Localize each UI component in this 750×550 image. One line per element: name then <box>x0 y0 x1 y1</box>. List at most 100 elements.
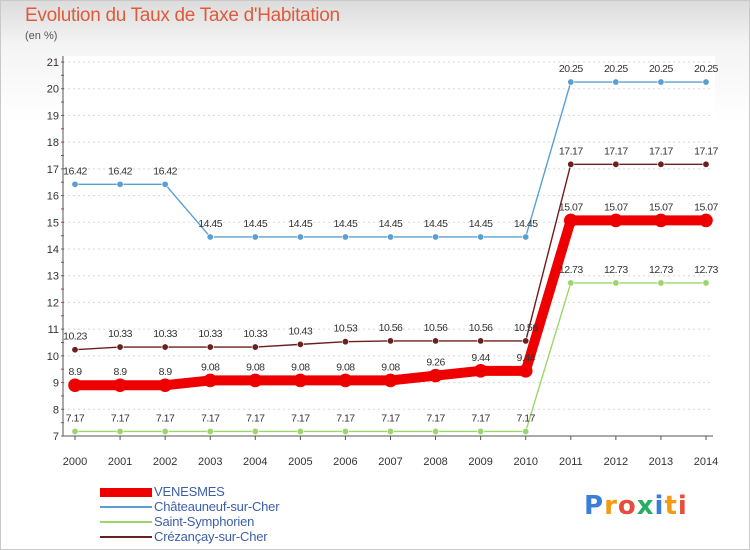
data-point <box>609 213 623 228</box>
data-label: 7.17 <box>426 412 445 424</box>
data-label: 8.9 <box>114 366 128 378</box>
data-label: 10.33 <box>153 328 177 340</box>
data-label: 14.45 <box>469 218 493 230</box>
data-point <box>432 233 440 241</box>
data-label: 10.33 <box>108 328 132 340</box>
data-label: 15.07 <box>559 201 583 213</box>
data-point <box>657 160 665 168</box>
data-point <box>657 279 665 287</box>
data-point <box>702 78 710 86</box>
legend-label: Crézançay-sur-Cher <box>154 529 268 544</box>
legend-item: Saint-Symphorien <box>100 514 420 529</box>
data-point <box>341 338 349 346</box>
data-point <box>386 233 394 241</box>
data-label: 12.73 <box>649 264 673 276</box>
unit-label: (en %) <box>25 30 58 42</box>
legend-swatch <box>100 521 152 523</box>
data-label: 8.9 <box>68 366 82 378</box>
data-point <box>702 279 710 287</box>
legend-item: VENESMES <box>100 484 420 499</box>
data-label: 10.56 <box>514 322 538 334</box>
data-label: 12.73 <box>604 264 628 276</box>
data-point <box>161 180 169 188</box>
x-tick-label: 2004 <box>243 456 267 468</box>
data-label: 10.56 <box>424 322 448 334</box>
data-label: 17.17 <box>694 145 718 157</box>
data-point <box>699 213 713 228</box>
x-tick-label: 2014 <box>694 456 718 468</box>
data-label: 7.17 <box>111 412 130 424</box>
plot-area <box>63 56 715 436</box>
data-point <box>71 427 79 435</box>
data-point <box>654 213 668 228</box>
data-point <box>158 378 172 393</box>
data-label: 7.17 <box>201 412 220 424</box>
data-label: 9.26 <box>426 357 445 369</box>
data-label: 20.25 <box>604 63 628 75</box>
data-point <box>432 427 440 435</box>
y-tick-label: 15 <box>47 217 59 229</box>
data-label: 9.08 <box>201 361 220 373</box>
data-label: 9.08 <box>246 361 265 373</box>
logo-letter: i <box>654 491 665 521</box>
data-label: 15.07 <box>604 201 628 213</box>
x-tick-label: 2006 <box>333 456 357 468</box>
y-tick-label: 8 <box>53 404 59 416</box>
data-label: 7.17 <box>156 412 175 424</box>
logo-letter: t <box>664 491 678 521</box>
data-point <box>206 233 214 241</box>
y-tick-label: 17 <box>47 164 59 176</box>
legend-item: Crézançay-sur-Cher <box>100 529 420 544</box>
data-point <box>477 233 485 241</box>
legend-swatch <box>100 506 152 508</box>
legend-swatch <box>100 488 152 497</box>
data-label: 12.73 <box>694 264 718 276</box>
data-label: 20.25 <box>649 63 673 75</box>
data-point <box>702 160 710 168</box>
x-tick-label: 2005 <box>288 456 312 468</box>
y-tick-label: 9 <box>53 378 59 390</box>
data-label: 9.08 <box>336 361 355 373</box>
data-point <box>113 378 127 393</box>
data-point <box>567 279 575 287</box>
data-point <box>71 180 79 188</box>
data-label: 7.17 <box>291 412 310 424</box>
legend-label: Châteauneuf-sur-Cher <box>154 499 280 514</box>
data-label: 14.45 <box>198 218 222 230</box>
data-point <box>161 427 169 435</box>
data-label: 10.23 <box>63 331 87 343</box>
data-label: 7.17 <box>516 412 535 424</box>
data-point <box>251 427 259 435</box>
logo-letter: x <box>636 491 655 521</box>
y-tick-label: 21 <box>47 57 59 69</box>
data-label: 10.43 <box>288 325 312 337</box>
data-label: 20.25 <box>559 63 583 75</box>
data-point <box>386 427 394 435</box>
x-tick-label: 2008 <box>423 456 447 468</box>
data-point <box>386 337 394 345</box>
data-point <box>432 337 440 345</box>
legend-item: Châteauneuf-sur-Cher <box>100 499 420 514</box>
data-point <box>341 427 349 435</box>
data-point <box>341 233 349 241</box>
data-point <box>428 368 443 383</box>
data-point <box>248 373 263 388</box>
legend-label: VENESMES <box>154 484 225 499</box>
data-point <box>116 427 124 435</box>
data-label: 10.53 <box>334 323 358 335</box>
data-label: 14.45 <box>514 218 538 230</box>
data-point <box>338 373 353 388</box>
data-point <box>477 427 485 435</box>
data-label: 16.42 <box>63 165 87 177</box>
data-label: 17.17 <box>559 145 583 157</box>
data-point <box>518 364 533 378</box>
data-point <box>473 364 488 378</box>
data-label: 7.17 <box>336 412 355 424</box>
data-point <box>567 78 575 86</box>
y-tick-label: 13 <box>47 271 59 283</box>
logo-letter: P <box>584 491 605 521</box>
x-tick-label: 2002 <box>153 456 177 468</box>
data-point <box>296 427 304 435</box>
x-tick-label: 2003 <box>198 456 222 468</box>
data-point <box>293 373 308 388</box>
